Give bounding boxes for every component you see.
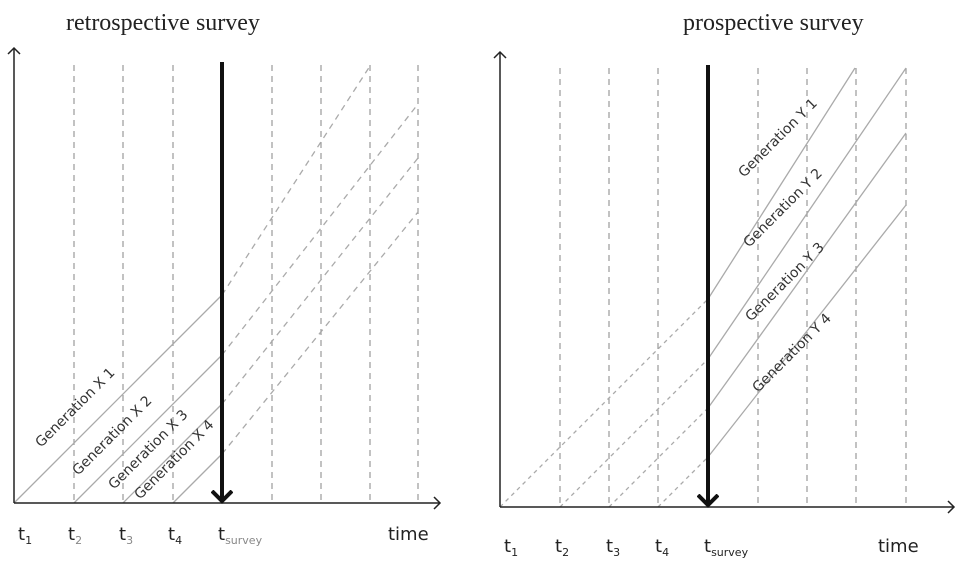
generation-y4-dashed	[657, 456, 709, 508]
retrospective-title: retrospective survey	[66, 10, 260, 36]
left-panel: Generation X 1 Generation X 2 Generation…	[7, 46, 442, 547]
generation-y4-label: Generation Y 4	[750, 311, 835, 396]
left-vertical-gridlines	[73, 65, 419, 503]
generation-x3-solid	[122, 403, 223, 504]
generation-y2-dashed	[559, 358, 709, 508]
tick-t1: t1	[18, 524, 32, 547]
generation-x1-dashed	[221, 65, 371, 296]
right-tick-labels: t1 t2 t3 t4 tsurvey time	[504, 536, 919, 559]
tick-t4: t4	[168, 524, 182, 547]
left-generation-labels: Generation X 1 Generation X 2 Generation…	[33, 365, 218, 503]
generation-y1-solid	[707, 67, 856, 300]
generation-x2-solid	[73, 354, 223, 504]
generation-y3-label: Generation Y 3	[743, 240, 828, 325]
tick-tsurvey: tsurvey	[218, 524, 263, 547]
generation-x4-solid	[172, 453, 223, 504]
generation-y1-dashed	[499, 298, 709, 508]
generation-y2-solid	[707, 67, 907, 360]
generation-y3-solid	[707, 132, 907, 409]
tick-t3: t3	[119, 524, 133, 547]
left-tick-labels: t1 t2 t3 t4 tsurvey time	[18, 524, 429, 547]
tick-t2: t2	[68, 524, 82, 547]
generation-x4-dashed	[221, 211, 419, 455]
generation-x2-dashed	[221, 103, 419, 356]
tick-t4: t4	[655, 536, 669, 559]
left-time-label: time	[388, 524, 429, 545]
right-time-label: time	[878, 536, 919, 557]
generation-y1-label: Generation Y 1	[736, 96, 821, 181]
right-generation-lines	[499, 67, 907, 508]
tick-t2: t2	[555, 536, 569, 559]
right-panel: Generation Y 1 Generation Y 2 Generation…	[493, 50, 956, 559]
tick-tsurvey: tsurvey	[704, 536, 749, 559]
right-vertical-gridlines	[559, 68, 907, 507]
generation-y2-label: Generation Y 2	[741, 166, 826, 251]
tick-t1: t1	[504, 536, 518, 559]
generation-y4-solid	[707, 204, 907, 458]
generation-x3-dashed	[221, 157, 419, 405]
generation-x1-solid	[13, 294, 223, 504]
prospective-title: prospective survey	[683, 10, 864, 36]
tick-t3: t3	[606, 536, 620, 559]
left-generation-lines	[13, 65, 419, 504]
